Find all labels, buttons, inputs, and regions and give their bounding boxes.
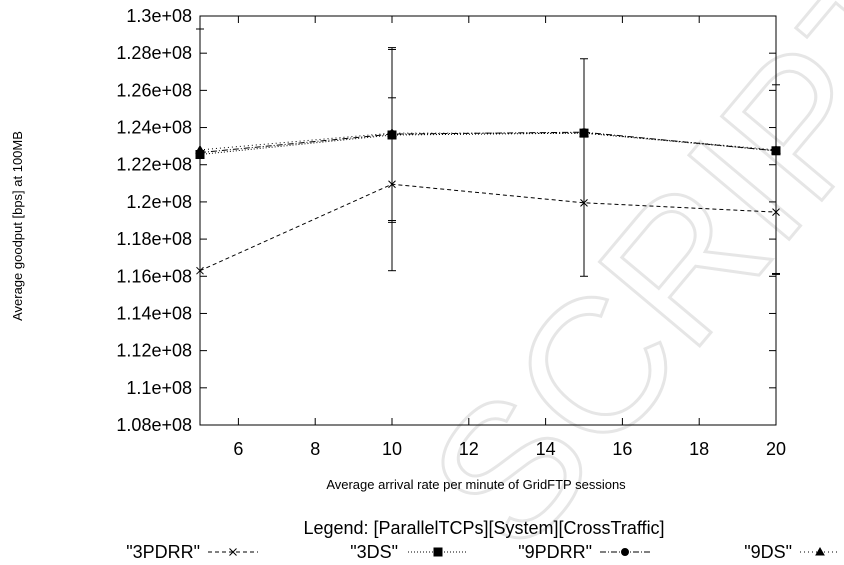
y-tick-label: 1.28e+08 <box>116 43 192 63</box>
y-tick-label: 1.26e+08 <box>116 80 192 100</box>
legend-label: "3PDRR" <box>126 542 200 562</box>
x-marker <box>580 198 588 207</box>
legend-label: "9DS" <box>744 542 792 562</box>
series-group <box>195 28 781 275</box>
y-axis-label: Average goodput [bps] at 100MB <box>10 131 25 321</box>
y-tick-label: 1.14e+08 <box>116 303 192 323</box>
x-tick-label: 20 <box>766 439 786 459</box>
y-tick-label: 1.1e+08 <box>126 378 192 398</box>
data-series <box>195 28 781 277</box>
square-marker <box>433 547 443 557</box>
y-tick-label: 1.18e+08 <box>116 229 192 249</box>
y-tick-label: 1.3e+08 <box>126 6 192 26</box>
x-tick-label: 8 <box>310 439 320 459</box>
x-axis-label: Average arrival rate per minute of GridF… <box>326 477 626 492</box>
x-tick-label: 14 <box>536 439 556 459</box>
legend-label: "3DS" <box>350 542 398 562</box>
x-tick-label: 6 <box>233 439 243 459</box>
legend-title: Legend: [ParallelTCPs][System][CrossTraf… <box>303 518 664 538</box>
circle-marker <box>621 548 629 556</box>
triangle-marker <box>815 546 825 556</box>
series-line <box>199 132 777 155</box>
x-marker <box>196 266 204 275</box>
x-marker <box>229 548 237 556</box>
x-tick-label: 10 <box>382 439 402 459</box>
triangle-marker <box>771 144 781 154</box>
y-tick-label: 1.2e+08 <box>126 192 192 212</box>
axes: 1.08e+08 1.1e+08 1.12e+08 1.14e+08 1.16e+08 1… <box>116 6 786 459</box>
y-tick-label: 1.08e+08 <box>116 415 192 435</box>
series-line <box>199 132 777 151</box>
legend-label: "9PDRR" <box>518 542 592 562</box>
y-tick-label: 1.16e+08 <box>116 266 192 286</box>
triangle-marker <box>387 128 397 137</box>
y-tick-label: 1.22e+08 <box>116 155 192 175</box>
y-tick-label: 1.24e+08 <box>116 118 192 138</box>
x-tick-label: 16 <box>612 439 632 459</box>
legend: "3PDRR" "3DS" "9PDRR" "9DS" <box>126 542 840 562</box>
y-tick-label: 1.12e+08 <box>116 341 192 361</box>
x-tick-label: 18 <box>689 439 709 459</box>
triangle-marker <box>195 144 205 154</box>
x-tick-label: 12 <box>459 439 479 459</box>
series-line <box>199 183 777 272</box>
triangle-marker <box>579 128 589 137</box>
